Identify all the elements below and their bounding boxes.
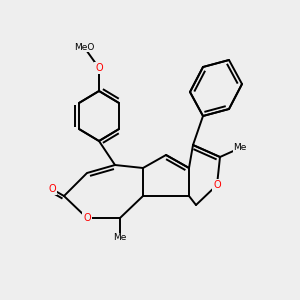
Text: Me: Me	[233, 143, 247, 152]
Text: O: O	[49, 184, 56, 194]
Text: MeO: MeO	[74, 43, 94, 52]
Text: O: O	[83, 213, 91, 223]
Text: O: O	[213, 180, 221, 190]
Text: O: O	[95, 63, 103, 73]
Text: Me: Me	[113, 233, 127, 242]
